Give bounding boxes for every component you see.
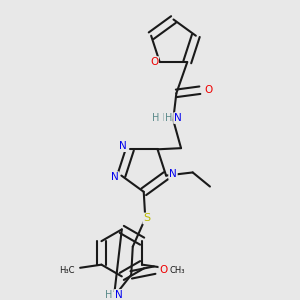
Text: N: N (111, 172, 119, 182)
Text: H: H (105, 290, 112, 300)
Text: H: H (164, 113, 172, 123)
Text: N: N (169, 169, 177, 179)
Text: H N: H N (152, 113, 170, 123)
Text: S: S (143, 213, 150, 224)
Text: H₃C: H₃C (59, 266, 74, 275)
Text: CH₃: CH₃ (169, 266, 184, 275)
Text: N: N (115, 290, 122, 300)
Text: N: N (174, 113, 182, 123)
Text: O: O (205, 85, 213, 95)
Text: N: N (119, 141, 127, 151)
Text: O: O (159, 265, 168, 275)
Text: O: O (150, 57, 158, 67)
